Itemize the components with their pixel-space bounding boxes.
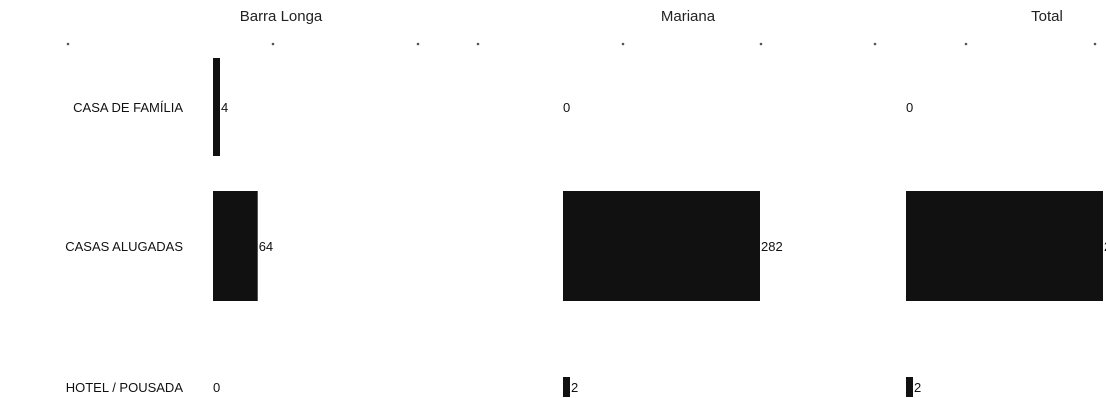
bar	[563, 191, 760, 301]
data-label: 0	[213, 380, 220, 395]
axis-tick	[476, 42, 480, 46]
category-label: CASAS ALUGADAS	[65, 239, 183, 254]
axis-tick	[416, 42, 420, 46]
axis-tick	[1093, 42, 1097, 46]
axis-tick	[873, 42, 877, 46]
data-label: 2	[571, 380, 578, 395]
data-label: 4	[221, 100, 228, 115]
bar	[906, 377, 913, 397]
axis-tick	[759, 42, 763, 46]
data-label: 282	[1104, 239, 1106, 254]
category-label: CASA DE FAMÍLIA	[73, 100, 183, 115]
category-label: HOTEL / POUSADA	[66, 380, 184, 395]
panel-title: Barra Longa	[240, 8, 323, 25]
axis-tick	[271, 42, 275, 46]
axis-tick	[621, 42, 625, 46]
bar	[906, 191, 1103, 301]
panel-title: Mariana	[661, 8, 716, 25]
data-label: 282	[761, 239, 783, 254]
data-label: 0	[563, 100, 570, 115]
bar	[213, 191, 258, 301]
data-label: 2	[914, 380, 921, 395]
panel-title: Total	[1031, 8, 1063, 25]
data-label: 0	[906, 100, 913, 115]
axis-tick	[964, 42, 968, 46]
data-label: 64	[259, 239, 273, 254]
bar	[213, 58, 220, 156]
bar	[563, 377, 570, 397]
axis-tick	[66, 42, 70, 46]
